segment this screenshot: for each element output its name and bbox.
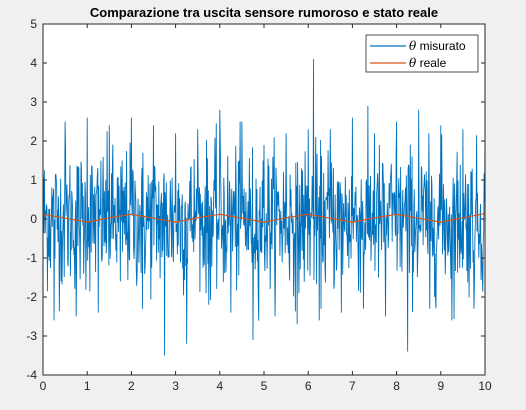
x-tick-label-1: 1 xyxy=(84,379,91,393)
y-tick-label-7: 3 xyxy=(30,95,37,109)
chart-title: Comparazione tra uscita sensore rumoroso… xyxy=(90,5,438,20)
x-tick-label-4: 4 xyxy=(216,379,223,393)
x-tick-label-2: 2 xyxy=(128,379,135,393)
x-axis: 0 1 2 3 4 5 6 7 8 9 10 xyxy=(40,24,492,393)
y-tick-label-6: 2 xyxy=(30,134,37,148)
y-tick-label-2: -2 xyxy=(26,290,37,304)
y-axis: -4 -3 -2 -1 0 1 2 3 4 5 xyxy=(26,17,485,382)
y-tick-label-0: -4 xyxy=(26,368,37,382)
y-tick-label-9: 5 xyxy=(30,17,37,31)
legend: θ misurato θ reale xyxy=(365,34,479,73)
x-tick-label-8: 8 xyxy=(393,379,400,393)
legend-label-real: θ reale xyxy=(409,56,447,70)
legend-label-measured: θ misurato xyxy=(409,39,466,53)
x-tick-label-3: 3 xyxy=(172,379,179,393)
x-tick-label-6: 6 xyxy=(305,379,312,393)
y-tick-label-3: -1 xyxy=(26,251,37,265)
series-line-measured xyxy=(43,59,485,356)
y-tick-label-1: -3 xyxy=(26,329,37,343)
y-tick-label-5: 1 xyxy=(30,173,37,187)
series-layer xyxy=(43,59,485,356)
x-tick-label-5: 5 xyxy=(261,379,268,393)
x-tick-label-0: 0 xyxy=(40,379,47,393)
x-tick-label-7: 7 xyxy=(349,379,356,393)
y-tick-label-4: 0 xyxy=(30,212,37,226)
x-tick-label-10: 10 xyxy=(478,379,492,393)
y-tick-label-8: 4 xyxy=(30,56,37,70)
legend-box xyxy=(365,34,479,73)
x-tick-label-9: 9 xyxy=(437,379,444,393)
series-line-real xyxy=(43,212,485,223)
